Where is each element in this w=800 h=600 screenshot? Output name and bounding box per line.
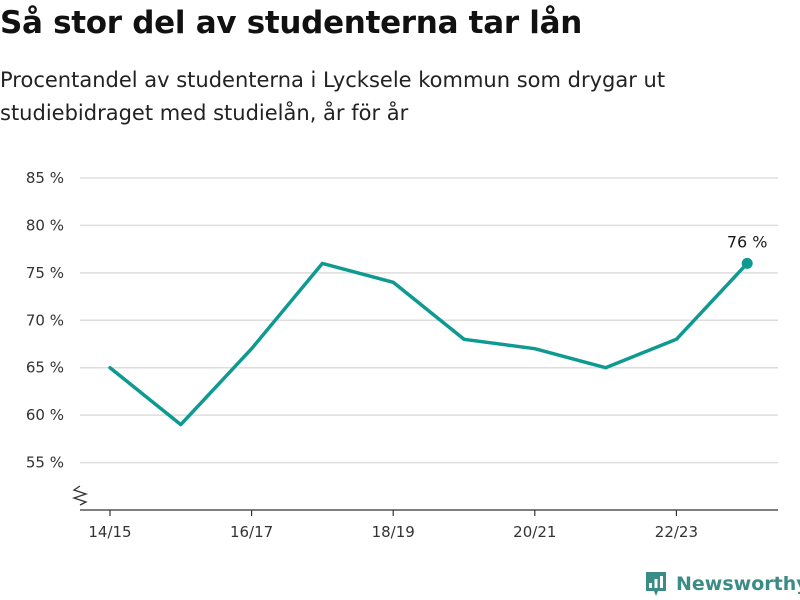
- series-line: [108, 261, 749, 427]
- chart-title: Så stor del av studenterna tar lån: [0, 5, 583, 41]
- x-tick-label: 14/15: [88, 523, 131, 541]
- y-tick-label: 70 %: [26, 311, 64, 329]
- bar-chart-speech-bubble-icon: [646, 572, 666, 596]
- y-tick-label: 75 %: [26, 264, 64, 282]
- x-tick-label: 22/23: [655, 523, 698, 541]
- x-tick-label: 20/21: [513, 523, 556, 541]
- x-axis: [71, 485, 778, 511]
- y-tick-label: 60 %: [26, 406, 64, 424]
- y-axis-ticks: 55 % 60 % 65 % 70 % 75 % 80 % 85 %: [26, 169, 64, 472]
- newsworthy-brand[interactable]: Newsworthy: [644, 570, 800, 598]
- y-tick-label: 85 %: [26, 169, 64, 187]
- y-tick-label: 65 %: [26, 359, 64, 377]
- x-tick-label: 18/19: [372, 523, 415, 541]
- last-point-marker: [741, 257, 753, 269]
- x-axis-ticks: 14/15 16/17 18/19 20/21 22/23: [88, 510, 698, 541]
- x-tick-label: 16/17: [230, 523, 273, 541]
- y-tick-label: 80 %: [26, 216, 64, 234]
- gridlines: [80, 177, 778, 464]
- chart-subtitle: Procentandel av studenterna i Lycksele k…: [0, 68, 666, 125]
- last-point-label: 76 %: [727, 232, 768, 251]
- axis-break-icon: [71, 485, 89, 506]
- series: [108, 257, 753, 427]
- y-tick-label: 55 %: [26, 454, 64, 472]
- data-labels: 76 %: [727, 232, 768, 251]
- brand-name: Newsworthy: [676, 573, 800, 595]
